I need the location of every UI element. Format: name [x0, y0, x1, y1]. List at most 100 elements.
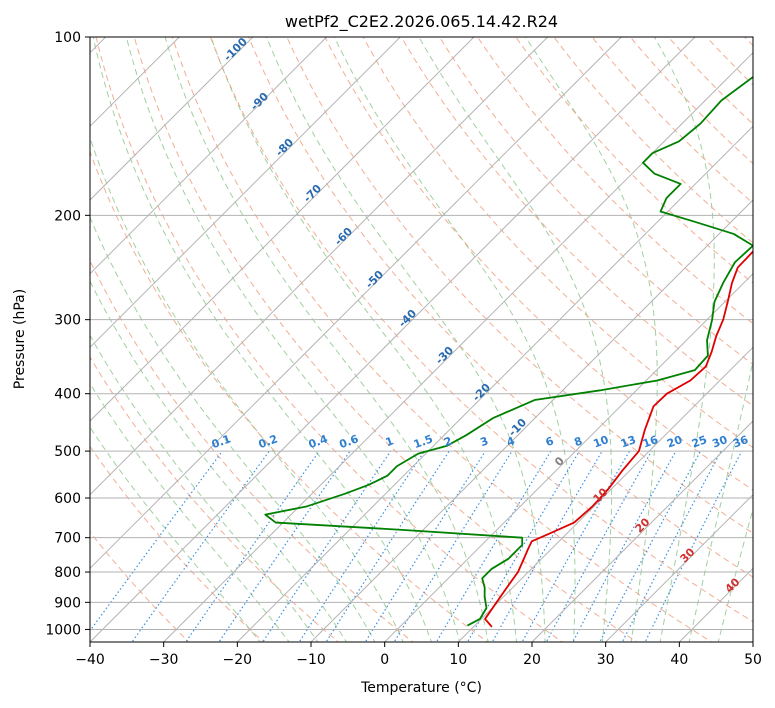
mixing-ratio-line [621, 450, 722, 642]
dry-adiabat-line [362, 37, 753, 449]
moist-adiabat-line [164, 37, 489, 642]
dry-adiabats [90, 37, 753, 642]
dry-adiabat-line [591, 37, 753, 204]
dry-adiabat-label: -20 [470, 381, 493, 404]
mixing-ratio-line [572, 450, 677, 642]
dry-adiabat-label: -70 [301, 182, 324, 205]
mixing-ratio-label: 1 [384, 434, 396, 449]
isotherm-line [310, 199, 753, 642]
mixing-ratio-line [90, 450, 223, 632]
mixing-ratio-line [218, 450, 351, 642]
y-tick-label: 700 [54, 531, 81, 547]
isotherm-line [90, 37, 696, 642]
dry-adiabat-line [248, 37, 753, 578]
isotherm-line [90, 37, 181, 128]
moist-adiabat-line [90, 426, 261, 642]
mixing-ratio-line [393, 450, 513, 642]
sounding-series [264, 75, 753, 628]
dry-adiabat-label: -50 [363, 268, 386, 291]
y-axis: 100 200 300 400 500 600 700 800 900 1000 [45, 30, 90, 638]
mixing-ratio-line [644, 450, 743, 642]
dewpoint-line [264, 75, 753, 627]
mixing-ratio-label: 36 [731, 433, 750, 451]
isotherm-line [90, 37, 549, 496]
temperature-line [484, 250, 753, 628]
adiabat-labels: -100-90-80-70-60-50-40-30-20-10010203040… [210, 35, 750, 596]
moist-adiabat-line [653, 37, 715, 642]
moist-adiabat-line [90, 334, 319, 642]
plot-frame [89, 36, 754, 643]
mixing-ratio-label: 0.2 [257, 432, 280, 451]
y-tick-label: 1000 [45, 622, 81, 638]
moist-adiabats [90, 37, 753, 642]
y-tick-label: 200 [54, 208, 81, 224]
isotherm-line [383, 272, 753, 642]
x-tick-label: 0 [380, 652, 389, 668]
chart-title: wetPf2_C2E2.2026.065.14.42.R24 [285, 12, 558, 32]
isotherms [90, 37, 753, 642]
dry-adiabat-line [90, 531, 190, 642]
isotherm-line [90, 37, 254, 201]
y-tick-label: 800 [54, 565, 81, 581]
mixing-ratio-label: 6 [544, 434, 556, 449]
mixing-ratio-label: 2 [442, 434, 454, 449]
x-tick-label: −20 [223, 652, 253, 668]
moist-adiabat-line [90, 216, 376, 642]
dry-adiabat-label: -40 [396, 307, 419, 330]
dry-adiabat-line [438, 37, 753, 366]
dry-adiabat-label: -90 [248, 90, 271, 113]
moist-adiabat-line [92, 37, 432, 642]
mixing-ratio-label: 0.6 [338, 432, 361, 451]
mixing-ratio-label: 8 [572, 434, 584, 449]
dry-adiabat-label: -60 [332, 225, 355, 248]
dry-adiabat-line [744, 37, 753, 47]
plot-area: -100-90-80-70-60-50-40-30-20-10010203040… [90, 35, 753, 642]
dry-adiabat-label: -30 [433, 344, 456, 367]
dry-adiabat-label: 30 [678, 545, 698, 565]
dry-adiabat-line [515, 37, 753, 284]
isotherm-line [162, 51, 753, 642]
mixing-ratio-line [599, 450, 702, 642]
moist-adiabat-line [333, 37, 576, 642]
dry-adiabat-label: -100 [221, 35, 250, 64]
dry-adiabat-label: 40 [723, 575, 743, 595]
moist-adiabat-line [688, 358, 753, 642]
mixing-ratio-label: 16 [641, 433, 660, 451]
mixing-ratio-label: 20 [665, 433, 684, 451]
moist-adiabat-line [265, 37, 546, 642]
x-tick-label: −30 [149, 652, 179, 668]
mixing-ratio-label: 0.4 [307, 432, 330, 451]
x-tick-label: 40 [670, 652, 688, 668]
mixing-ratio-label: 3 [478, 434, 490, 449]
mixing-ratio-label: 1.5 [412, 432, 435, 451]
mixing-ratio-line [325, 450, 450, 642]
isotherm-line [604, 493, 753, 642]
x-tick-label: 30 [597, 652, 615, 668]
moist-adiabat-line [90, 136, 404, 642]
y-tick-label: 500 [54, 444, 81, 460]
y-tick-label: 900 [54, 595, 81, 611]
isotherm-line [531, 420, 753, 642]
x-tick-label: −40 [75, 652, 105, 668]
isotherm-line [90, 37, 402, 349]
moist-adiabat-line [717, 506, 753, 642]
moist-adiabat-line [418, 37, 613, 642]
y-tick-label: 400 [54, 387, 81, 403]
y-tick-label: 300 [54, 313, 81, 329]
mixing-ratio-label: 13 [619, 433, 638, 450]
mixing-ratio-line [131, 450, 270, 642]
dry-adiabat-line [667, 37, 753, 125]
mixing-ratio-line [466, 450, 580, 642]
dry-adiabat-line [90, 356, 339, 642]
mixing-ratio-label: 30 [710, 433, 729, 451]
x-axis-label: Temperature (°C) [360, 680, 482, 696]
mixing-ratio-line [185, 450, 320, 642]
y-tick-label: 600 [54, 491, 81, 507]
dry-adiabat-line [90, 259, 414, 642]
x-axis: −40 −30 −20 −10 0 10 20 30 40 50 [75, 642, 762, 668]
dry-adiabat-label: -80 [273, 136, 296, 159]
isotherm-line [752, 641, 753, 642]
isotherm-line [90, 37, 475, 422]
mixing-ratio-label: 4 [505, 434, 517, 449]
x-tick-label: 20 [523, 652, 541, 668]
